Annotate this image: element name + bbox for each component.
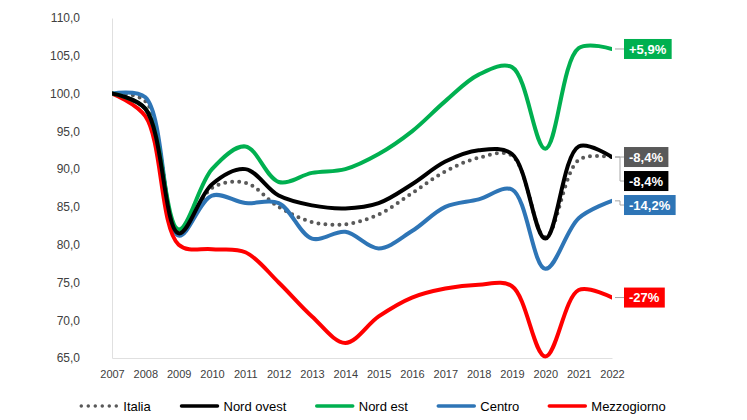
end-label: -27%	[615, 288, 665, 308]
y-tick: 75,0	[57, 276, 112, 290]
end-label-text: -14,2%	[629, 198, 671, 213]
legend-swatch	[81, 404, 117, 408]
y-tick-label: 90,0	[57, 162, 81, 176]
x-tick-label: 2015	[367, 368, 391, 380]
series-line	[112, 45, 612, 229]
x-tick-label: 2013	[300, 368, 324, 380]
end-label-connector	[615, 157, 624, 181]
x-tick: 2022	[600, 358, 624, 380]
x-tick: 2011	[234, 358, 258, 380]
end-label: -14,2%	[615, 195, 676, 215]
x-tick-label: 2011	[234, 368, 258, 380]
x-tick-label: 2018	[467, 368, 491, 380]
legend-item: Italia	[81, 399, 151, 414]
end-label-text: +5,9%	[629, 42, 667, 57]
lines	[112, 45, 612, 356]
end-label-text: -8,4%	[629, 150, 663, 165]
x-tick-label: 2017	[434, 368, 458, 380]
end-label-box	[624, 147, 668, 167]
end-labels: +5,9% -8,4% -8,4% -14,2% -27%	[615, 39, 676, 308]
y-tick: 85,0	[57, 200, 112, 214]
y-tick-label: 95,0	[57, 125, 81, 139]
x-tick: 2020	[534, 358, 558, 380]
y-axis: 65,0 70,0 75,0 80,0 85,0 90,0 95,0 100,0 105,0 11…	[50, 11, 113, 365]
end-label-connector	[615, 201, 624, 205]
end-label-text: -8,4%	[629, 174, 663, 189]
x-tick: 2009	[167, 358, 191, 380]
legend-item: Mezzogiorno	[549, 399, 665, 414]
end-label-box	[624, 288, 665, 308]
legend-swatch	[549, 404, 585, 408]
end-label-connector	[615, 297, 624, 298]
end-label-text: -27%	[629, 290, 660, 305]
y-tick-label: 105,0	[50, 49, 80, 63]
x-tick: 2015	[367, 358, 391, 380]
legend-label: Centro	[480, 399, 519, 414]
legend-swatch	[181, 404, 217, 408]
x-tick: 2014	[334, 358, 358, 380]
end-label-connector	[615, 48, 624, 49]
y-tick: 65,0	[57, 351, 112, 365]
end-label-box	[624, 195, 676, 215]
x-tick: 2007	[100, 358, 124, 380]
x-tick-label: 2012	[267, 368, 291, 380]
y-tick: 110,0	[51, 11, 112, 25]
legend-label: Mezzogiorno	[591, 399, 665, 414]
y-tick-label: 100,0	[50, 87, 80, 101]
legend-label: Italia	[123, 399, 151, 414]
y-tick: 105,0	[50, 49, 112, 63]
legend-item: Nord ovest	[181, 399, 286, 414]
x-tick: 2021	[567, 358, 591, 380]
y-tick-label: 75,0	[57, 276, 81, 290]
end-label: +5,9%	[615, 39, 672, 59]
y-tick-label: 70,0	[57, 314, 81, 328]
end-label-box	[624, 39, 672, 59]
y-tick-label: 85,0	[57, 200, 81, 214]
x-axis: 2007 2008 2009 2010 2011 2012 2013 2014 2015 2016…	[100, 358, 624, 380]
x-tick: 2010	[200, 358, 224, 380]
x-tick: 2008	[134, 358, 158, 380]
x-tick: 2016	[400, 358, 424, 380]
x-tick: 2017	[434, 358, 458, 380]
legend-label: Nord est	[359, 399, 409, 414]
x-tick-label: 2022	[600, 368, 624, 380]
y-tick: 80,0	[57, 238, 112, 252]
x-tick: 2012	[267, 358, 291, 380]
y-tick: 70,0	[57, 314, 112, 328]
x-tick-label: 2019	[500, 368, 524, 380]
end-label-box	[624, 171, 668, 191]
series-line	[112, 94, 612, 239]
y-tick-label: 110,0	[51, 11, 80, 25]
x-tick-label: 2021	[567, 368, 591, 380]
series-line	[112, 92, 612, 268]
x-tick-label: 2010	[200, 368, 224, 380]
legend-swatch	[317, 404, 353, 408]
legend-label: Nord ovest	[223, 399, 286, 414]
x-tick-label: 2009	[167, 368, 191, 380]
legend-item: Centro	[438, 399, 519, 414]
x-tick: 2018	[467, 358, 491, 380]
x-tick: 2019	[500, 358, 524, 380]
y-axis-line	[112, 19, 113, 359]
y-tick: 95,0	[57, 125, 112, 139]
x-tick-label: 2014	[334, 368, 358, 380]
end-label: -8,4%	[615, 147, 668, 167]
x-tick-label: 2020	[534, 368, 558, 380]
legend: Italia Nord ovest Nord est Centro Mezzogiorn…	[81, 399, 665, 414]
x-tick-label: 2016	[400, 368, 424, 380]
legend-swatch	[438, 404, 474, 408]
x-tick-label: 2008	[134, 368, 158, 380]
x-tick: 2013	[300, 358, 324, 380]
end-label: -8,4%	[615, 157, 668, 191]
x-tick-label: 2007	[100, 368, 124, 380]
series-line	[112, 93, 612, 237]
x-axis-line	[113, 358, 613, 359]
legend-item: Nord est	[317, 399, 409, 414]
y-tick: 100,0	[50, 87, 112, 101]
y-tick-label: 65,0	[57, 351, 81, 365]
y-tick: 90,0	[57, 162, 112, 176]
y-tick-label: 80,0	[57, 238, 81, 252]
